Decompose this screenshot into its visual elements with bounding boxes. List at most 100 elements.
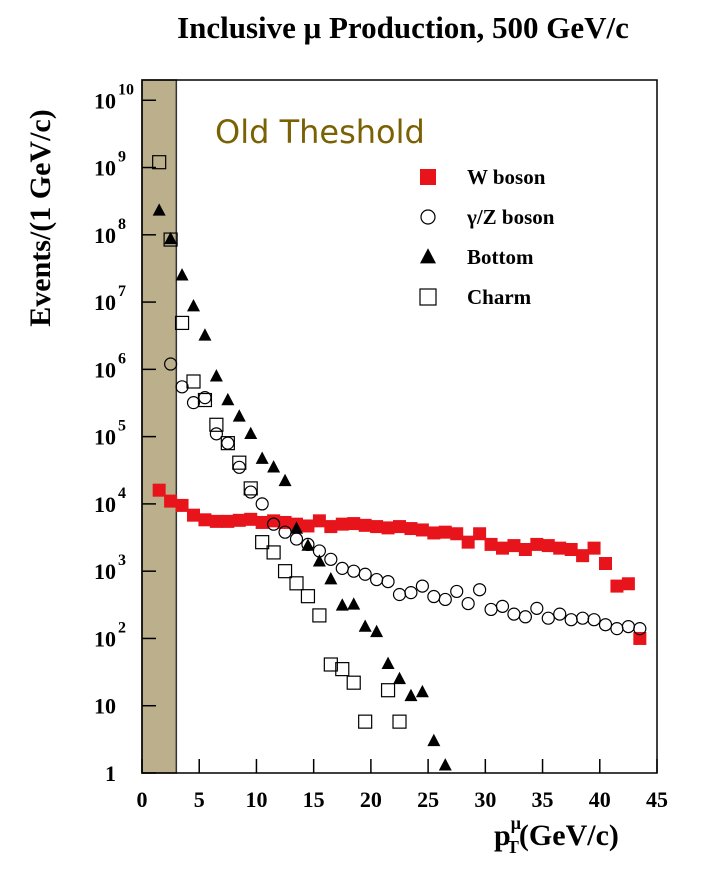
point <box>404 688 418 702</box>
point <box>255 535 270 550</box>
point <box>163 232 178 247</box>
point <box>164 494 178 508</box>
point <box>244 485 258 499</box>
point <box>495 599 510 613</box>
point <box>164 231 178 245</box>
point <box>209 514 223 528</box>
y-tick-label-group: 10 7 <box>94 283 126 315</box>
point <box>335 561 349 575</box>
point <box>381 521 395 535</box>
point <box>438 592 452 607</box>
point <box>392 714 407 729</box>
point <box>312 608 327 623</box>
point <box>541 611 555 625</box>
point <box>610 579 624 593</box>
point <box>518 542 532 556</box>
point <box>427 733 441 747</box>
point <box>324 572 338 585</box>
point <box>186 396 201 410</box>
y-tick-label: 10 <box>94 425 116 450</box>
point <box>358 567 372 581</box>
point <box>152 155 167 170</box>
y-tick-exponent: 4 <box>118 485 126 502</box>
point <box>255 451 269 464</box>
x-axis-label-part: (GeV/c) <box>519 819 619 852</box>
y-tick-exponent: 9 <box>118 149 126 166</box>
y-tick-exponent: 10 <box>118 81 134 98</box>
x-tick-label: 30 <box>474 787 496 812</box>
point <box>496 541 509 555</box>
point <box>450 584 464 599</box>
point <box>484 537 498 551</box>
point <box>587 613 601 627</box>
x-axis-label: pμ T(GeV/c) <box>494 813 619 857</box>
point <box>347 517 361 531</box>
point <box>553 607 567 621</box>
y-tick-label: 10 <box>94 357 116 382</box>
point <box>461 596 475 611</box>
point <box>541 539 555 553</box>
point <box>358 714 373 729</box>
point <box>197 392 213 408</box>
legend-marker <box>420 209 436 225</box>
y-tick-label: 1 <box>105 761 116 786</box>
point <box>174 315 190 331</box>
point <box>599 557 612 571</box>
y-tick-label: 10 <box>94 88 116 113</box>
y-tick-exponent: 3 <box>118 552 126 569</box>
point <box>255 497 269 511</box>
point <box>450 527 464 541</box>
point <box>152 203 166 216</box>
y-tick-label: 10 <box>94 223 116 248</box>
point <box>427 526 441 540</box>
point <box>175 380 189 394</box>
x-tick-label: 5 <box>194 787 205 812</box>
point <box>290 521 303 534</box>
point <box>221 436 235 450</box>
point <box>393 671 406 685</box>
point <box>358 518 372 532</box>
x-tick-label: 40 <box>589 787 611 812</box>
plot-frame <box>141 79 658 774</box>
point <box>564 613 578 627</box>
point <box>232 513 246 527</box>
point <box>278 473 292 487</box>
x-axis-label-part: p <box>494 819 511 852</box>
point <box>220 436 235 451</box>
point <box>335 662 350 677</box>
y-tick-exponent: 2 <box>118 619 126 636</box>
point <box>323 657 338 672</box>
point <box>232 455 247 470</box>
point <box>198 328 212 341</box>
point <box>324 552 338 566</box>
point <box>312 514 326 528</box>
point <box>267 460 281 473</box>
threshold-band <box>141 79 178 774</box>
point <box>186 374 201 389</box>
point <box>507 607 521 621</box>
point <box>221 392 235 406</box>
y-tick-label-group: 10 8 <box>94 216 126 248</box>
legend-label: Bottom <box>467 245 534 269</box>
point <box>518 610 532 624</box>
point <box>576 611 590 625</box>
point <box>289 532 304 546</box>
point <box>427 589 441 604</box>
point <box>587 541 601 555</box>
point <box>598 618 613 632</box>
point <box>507 539 521 553</box>
point <box>461 535 475 549</box>
point <box>393 520 406 534</box>
x-axis-label-part: μ <box>511 813 521 833</box>
point <box>370 624 384 638</box>
legend-label: W boson <box>467 165 546 189</box>
point <box>381 574 395 589</box>
point <box>346 675 361 690</box>
x-axis-label-part: T <box>507 837 519 857</box>
point <box>255 515 269 529</box>
y-axis-label: Events/(1 GeV/c) <box>24 109 57 326</box>
y-tick-label-group: 10 4 <box>94 485 126 517</box>
point <box>335 517 349 531</box>
point <box>530 601 544 615</box>
